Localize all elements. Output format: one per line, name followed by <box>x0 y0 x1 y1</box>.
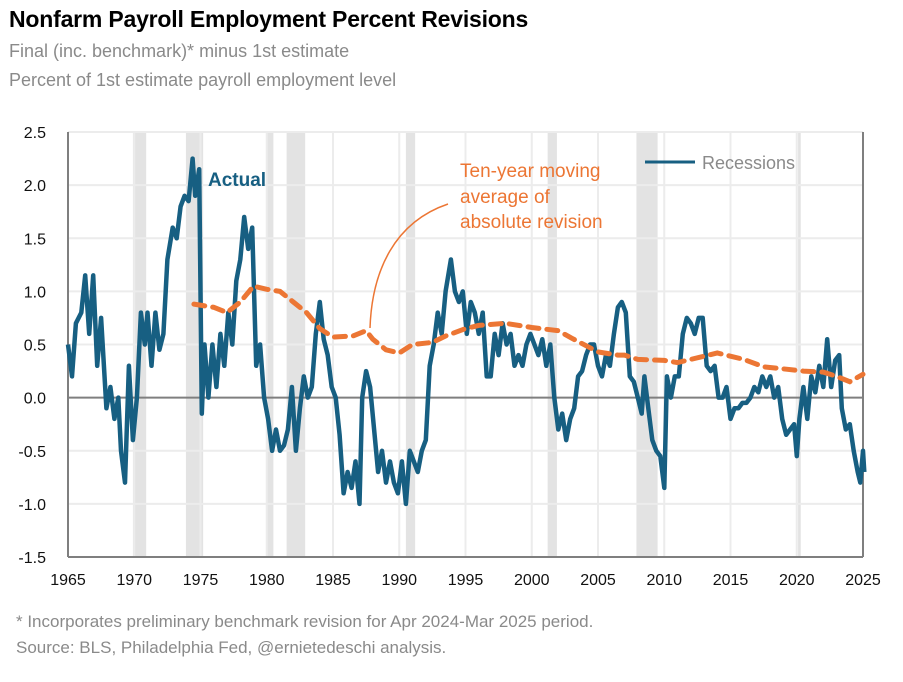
x-tick-label: 1965 <box>50 572 86 589</box>
x-tick-label: 2000 <box>514 572 550 589</box>
x-tick-label: 2010 <box>646 572 682 589</box>
x-tick-label: 1970 <box>116 572 152 589</box>
y-tick-label: -1.5 <box>18 550 46 567</box>
x-tick-label: 1995 <box>448 572 484 589</box>
x-tick-label: 1985 <box>315 572 351 589</box>
x-tick-label: 2005 <box>580 572 616 589</box>
y-tick-label: -1.0 <box>18 497 46 514</box>
actual-series-line <box>65 156 867 507</box>
moving-average-series-line <box>191 283 866 385</box>
ma-label-1: Ten-year moving <box>460 161 600 182</box>
x-tick-label: 2020 <box>779 572 815 589</box>
y-tick-label: 1.0 <box>24 284 46 301</box>
x-tick-label: 2015 <box>713 572 749 589</box>
ma-label-3: absolute revision <box>460 212 603 233</box>
source-note: Source: BLS, Philadelphia Fed, @ernieted… <box>16 638 447 657</box>
y-tick-label: 2.5 <box>24 125 46 142</box>
chart-subtitle-1: Final (inc. benchmark)* minus 1st estima… <box>9 41 350 61</box>
y-tick-label: -0.5 <box>18 444 46 461</box>
chart-subtitle-2: Percent of 1st estimate payroll employme… <box>9 70 397 90</box>
footnote: * Incorporates preliminary benchmark rev… <box>16 612 594 631</box>
actual-label: Actual <box>208 170 266 191</box>
y-tick-label: 0.0 <box>24 391 46 408</box>
x-tick-label: 1975 <box>183 572 219 589</box>
y-tick-label: 0.5 <box>24 338 46 355</box>
x-tick-label: 1980 <box>249 572 285 589</box>
x-tick-label: 2025 <box>845 572 881 589</box>
chart-title: Nonfarm Payroll Employment Percent Revis… <box>9 6 529 32</box>
annotation-arrow <box>369 203 449 329</box>
x-tick-label: 1990 <box>381 572 417 589</box>
y-tick-label: 1.5 <box>24 231 46 248</box>
legend-label-recessions: Recessions <box>702 153 795 173</box>
y-tick-label: 2.0 <box>24 178 46 195</box>
ma-label-2: average of <box>460 187 551 208</box>
